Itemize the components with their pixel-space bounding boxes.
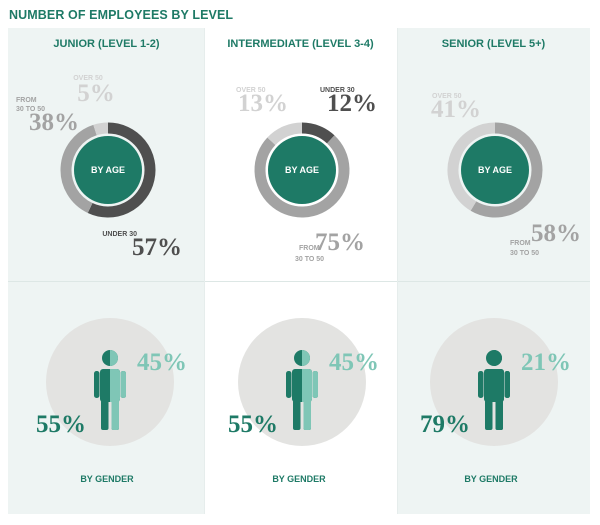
from-30-50-label: FROM [510,240,531,247]
from-30-50-value: 75% [315,229,365,256]
person-arm [120,371,126,398]
person-torso [302,369,312,402]
person-leg [293,400,301,430]
male-percentage: 79% [420,411,470,438]
row-divider [8,281,590,282]
from-30-50-label: FROM [16,97,37,104]
column-title-senior: SENIOR (LEVEL 5+) [441,38,546,50]
from-30-50-value: 38% [29,109,79,136]
over-50-label: OVER 50 [432,93,462,100]
donut-slice-30-to-50 [470,122,543,218]
over-50-label: OVER 50 [73,75,103,82]
person-leg [111,400,119,430]
donut-slice-over-50 [93,122,109,136]
column-divider [204,28,205,514]
over-50-value: 41% [431,96,481,123]
male-percentage: 55% [36,411,86,438]
donut-center [268,136,336,204]
female-percentage: 45% [137,349,187,376]
donut-slice-30-to-50 [60,124,97,213]
under-30-value: 57% [132,234,182,261]
person-leg [303,400,311,430]
person-arm [478,371,484,398]
person-leg [495,400,503,430]
person-arm [286,371,292,398]
female-percentage: 21% [521,349,571,376]
under-30-label: UNDER 30 [102,231,137,238]
by-age-label: BY AGE [478,165,512,175]
person-right-half [302,350,318,430]
by-age-label: BY AGE [285,165,319,175]
person-icon [286,350,318,430]
person-leg [485,400,493,430]
person-arm [312,371,318,398]
column-title-junior: JUNIOR (LEVEL 1-2) [53,38,160,50]
person-icon [478,350,510,430]
by-gender-label: BY GENDER [464,474,518,484]
under-30-value: 12% [327,90,377,117]
column-title-intermediate: INTERMEDIATE (LEVEL 3-4) [227,38,374,50]
donut-slice-over-50 [267,122,303,146]
person-arm [94,371,100,398]
from-30-50-label: 30 TO 50 [510,250,539,257]
female-percentage: 45% [329,349,379,376]
over-50-value: 5% [77,80,115,107]
column-divider [397,28,398,514]
donut-slice-30-to-50 [254,135,350,218]
donut-slice-under-30 [87,122,156,218]
person-right-half [494,350,510,430]
donut-center [74,136,142,204]
person-head [110,350,118,366]
person-leg [101,400,109,430]
person-right-half [110,350,126,430]
from-30-50-label: 30 TO 50 [16,106,45,113]
by-age-label: BY AGE [91,165,125,175]
from-30-50-label: 30 TO 50 [295,256,324,263]
person-arm [504,371,510,398]
person-torso [494,369,504,402]
person-head [494,350,502,366]
from-30-50-label: FROM [299,245,320,252]
by-gender-label: BY GENDER [80,474,134,484]
donut-slice-under-30 [301,122,335,144]
over-50-label: OVER 50 [236,87,266,94]
person-head [302,350,310,366]
donut-slice-over-50 [447,122,496,211]
person-torso [110,369,120,402]
page-title: NUMBER OF EMPLOYEES BY LEVEL [9,8,234,22]
over-50-value: 13% [238,90,288,117]
male-percentage: 55% [228,411,278,438]
person-icon [94,350,126,430]
donut-center [461,136,529,204]
from-30-50-value: 58% [531,220,581,247]
under-30-label: UNDER 30 [320,87,355,94]
by-gender-label: BY GENDER [272,474,326,484]
